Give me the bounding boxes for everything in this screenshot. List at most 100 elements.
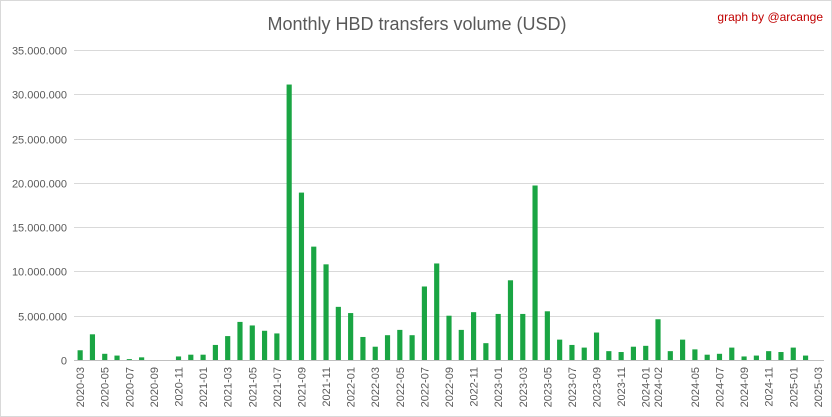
- bars: [77, 84, 809, 360]
- bar-2022-01: [348, 313, 354, 360]
- bar-2024-03: [667, 351, 673, 360]
- bar-2021-01: [200, 354, 206, 360]
- x-tick-label: 2025-03: [813, 367, 825, 407]
- x-tick-label: 2022-01: [346, 367, 358, 407]
- x-tick-label: 2022-07: [419, 367, 431, 407]
- bar-2020-04: [89, 334, 96, 360]
- y-tick-label: 10.000.000: [12, 267, 67, 279]
- y-tick-label: 5.000.000: [18, 312, 67, 324]
- bar-2024-08: [729, 347, 735, 360]
- bar-2021-06: [261, 330, 268, 360]
- bar-2021-09: [298, 192, 305, 360]
- x-tick-label: 2023-03: [518, 367, 530, 407]
- bar-2022-11: [471, 312, 477, 360]
- bar-2024-06: [704, 354, 710, 360]
- x-tick-label: 2024-11: [764, 367, 776, 407]
- y-tick-label: 30.000.000: [12, 90, 67, 102]
- gridlines: [74, 50, 824, 317]
- x-tick-label: 2023-01: [493, 367, 505, 407]
- bar-2022-08: [434, 263, 440, 360]
- x-tick-label: 2020-05: [100, 367, 112, 407]
- chart-credit: graph by @arcange: [717, 10, 823, 24]
- x-tick-label: 2024-01: [641, 367, 653, 407]
- bar-2024-09: [741, 356, 747, 360]
- x-tick-label: 2023-11: [616, 367, 628, 407]
- x-tick-label: 2024-02: [653, 367, 665, 407]
- x-tick-label: 2024-05: [690, 367, 702, 407]
- bar-2023-06: [557, 339, 563, 360]
- bar-2021-10: [311, 246, 317, 360]
- bar-2022-06: [409, 335, 415, 360]
- bar-2020-07: [126, 359, 132, 360]
- y-tick-label: 15.000.000: [12, 223, 67, 235]
- bar-2023-09: [593, 332, 600, 360]
- bar-2020-05: [102, 353, 108, 360]
- bar-2024-11: [766, 351, 772, 360]
- x-tick-label: 2021-03: [223, 367, 235, 407]
- bar-2022-12: [483, 343, 489, 360]
- bar-2023-12: [630, 346, 636, 360]
- bar-2022-05: [397, 329, 403, 360]
- bar-2022-02: [360, 336, 366, 360]
- x-tick-label: 2020-07: [124, 367, 136, 407]
- bar-2020-12: [188, 354, 194, 360]
- bar-2020-08: [139, 357, 145, 360]
- bar-2023-03: [520, 313, 526, 360]
- x-tick-label: 2021-09: [296, 367, 308, 407]
- x-tick-label: 2021-05: [247, 367, 259, 407]
- y-axis-ticks: 0 5.000.000 10.000.000 15.000.000 20.000.000…: [12, 46, 67, 368]
- x-tick-label: 2022-05: [395, 367, 407, 407]
- y-tick-label: 20.000.000: [12, 179, 67, 191]
- x-tick-label: 2021-11: [321, 367, 333, 407]
- bar-2022-10: [458, 329, 464, 360]
- bar-2022-07: [421, 286, 427, 360]
- x-tick-label: 2020-09: [149, 367, 161, 407]
- bar-2023-02: [507, 280, 514, 360]
- bar-2020-06: [114, 355, 120, 360]
- bar-2024-07: [716, 353, 723, 360]
- bar-2023-07: [569, 344, 575, 360]
- bar-2024-02: [655, 319, 661, 360]
- x-tick-label: 2024-09: [739, 367, 751, 407]
- x-tick-label: 2021-01: [198, 367, 210, 407]
- bar-2021-03: [225, 336, 231, 360]
- bar-2021-08: [286, 84, 292, 360]
- bar-2024-04: [680, 339, 686, 360]
- y-tick-label: 35.000.000: [12, 46, 67, 58]
- bar-2024-05: [692, 349, 698, 360]
- x-tick-label: 2022-03: [370, 367, 382, 407]
- bar-2020-03: [77, 350, 83, 360]
- x-tick-label: 2022-11: [469, 367, 481, 407]
- bar-2023-10: [606, 351, 612, 360]
- bar-2023-04: [532, 185, 538, 360]
- bar-2021-02: [212, 344, 218, 360]
- x-tick-label: 2025-01: [788, 367, 800, 407]
- bar-2020-11: [175, 356, 182, 360]
- bar-2022-03: [372, 346, 378, 360]
- bar-2023-08: [581, 347, 587, 360]
- bar-2024-01: [643, 345, 649, 360]
- bar-2025-01: [790, 347, 796, 360]
- bar-2023-01: [495, 313, 501, 360]
- bar-2021-05: [249, 325, 255, 360]
- bar-2021-12: [335, 306, 341, 360]
- chart-title: Monthly HBD transfers volume (USD): [267, 14, 566, 34]
- bar-2023-11: [618, 352, 624, 360]
- x-tick-label: 2020-11: [174, 367, 186, 407]
- bar-2021-04: [237, 321, 243, 360]
- bar-2023-05: [544, 311, 550, 360]
- bar-2022-04: [384, 335, 391, 360]
- bar-2021-11: [323, 264, 329, 360]
- x-tick-label: 2022-09: [444, 367, 456, 407]
- bar-2024-12: [778, 352, 784, 360]
- x-tick-label: 2023-05: [542, 367, 554, 407]
- bar-2025-02: [802, 355, 809, 360]
- x-tick-label: 2023-07: [567, 367, 579, 407]
- y-tick-label: 25.000.000: [12, 135, 67, 147]
- bar-2022-09: [446, 315, 452, 360]
- x-tick-label: 2024-07: [714, 367, 726, 407]
- x-tick-label: 2020-03: [75, 367, 87, 407]
- x-axis-ticks: 2020-03 2020-05 2020-07 2020-09 2020-11 2021-…: [75, 367, 825, 407]
